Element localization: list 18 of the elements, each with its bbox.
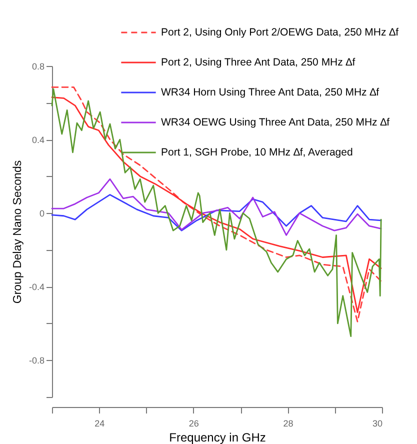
y-tick-label: -0.8 — [28, 356, 44, 366]
y-tick-label: 0 — [39, 208, 44, 219]
line-series — [51, 178, 382, 236]
x-tick-label: 28 — [283, 418, 294, 428]
y-axis-title: Group Delay Nano Seconds — [12, 160, 24, 304]
x-tick-label: 26 — [188, 418, 199, 428]
legend-label: Port 2, Using Three Ant Data, 250 MHz ∆f — [161, 56, 356, 68]
legend-label: WR34 Horn Using Three Ant Data, 250 MHz ∆f — [161, 86, 380, 98]
x-axis-title: Frequency in GHz — [169, 430, 266, 444]
line-series — [51, 194, 382, 232]
legend-label: Port 1, SGH Probe, 10 MHz ∆f, Averaged — [161, 146, 353, 158]
legend-label: Port 2, Using Only Port 2/OEWG Data, 250 MHz ∆f — [161, 26, 399, 38]
x-tick-label: 30 — [372, 418, 382, 428]
y-tick-label: 0.8 — [32, 62, 44, 72]
y-tick-label: 0.4 — [32, 135, 44, 146]
legend-label: WR34 OEWG Using Three Ant Data, 250 MHz ∆f — [161, 116, 390, 128]
x-tick-label: 24 — [94, 418, 105, 428]
y-tick-label: -0.4 — [28, 282, 44, 292]
